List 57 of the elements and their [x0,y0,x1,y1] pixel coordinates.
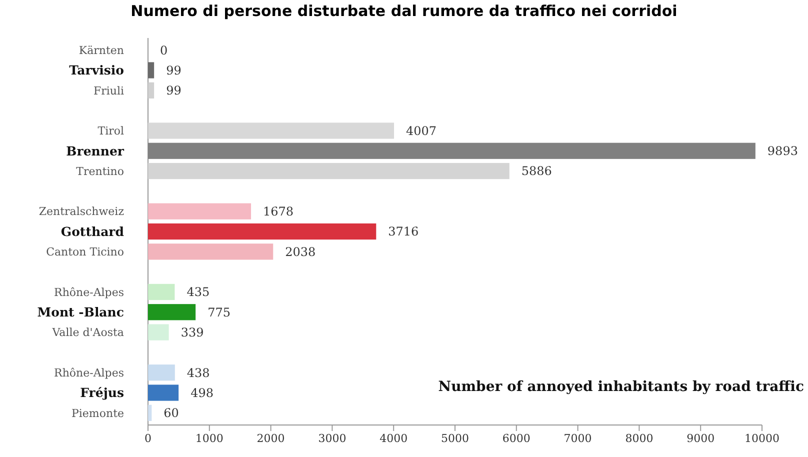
bar [148,203,252,220]
x-tick-label: 2000 [256,432,285,445]
y-tick-label: Friuli [93,84,124,98]
data-label: 438 [186,366,210,380]
data-label: 5886 [521,164,552,178]
data-label: 1678 [263,204,294,219]
x-tick-label: 4000 [380,432,408,445]
y-tick-label: Gotthard [60,224,124,239]
y-tick-label: Brenner [66,143,124,158]
data-label: 0 [160,43,168,58]
y-tick-label: Zentralschweiz [38,205,124,218]
bar [148,304,196,320]
data-label: 435 [186,285,210,300]
bar [148,284,175,300]
x-tick-label: 9000 [686,432,715,445]
y-tick-label: Trentino [76,164,124,178]
annotation: Number of annoyed inhabitants by road traffic [438,379,804,395]
data-label: 498 [190,386,214,400]
y-tick-label: Rhône-Alpes [54,286,124,299]
y-tick-label: Fréjus [80,385,124,400]
x-tick-label: 10000 [744,432,780,445]
x-tick-label: 3000 [318,432,346,445]
x-tick-label: 5000 [441,432,469,445]
y-tick-label: Kärnten [78,44,124,57]
bar [148,223,376,240]
y-tick-label: Valle d'Aosta [51,326,124,340]
y-tick-label: Rhône-Alpes [54,366,124,380]
y-tick-label: Mont -Blanc [37,304,124,320]
x-tick-label: 1000 [195,432,224,445]
x-tick-label: 7000 [564,432,592,445]
data-label: 9893 [767,144,798,158]
x-tick-label: 8000 [625,432,654,445]
data-label: 775 [208,305,230,320]
bar [148,404,152,421]
chart-title: Numero di persone disturbate dal rumore da traffico nei corridoi [130,2,678,20]
data-label: 339 [180,325,204,340]
y-tick-label: Tirol [98,124,124,138]
bar [148,82,154,98]
data-label: 2038 [285,244,316,259]
bar [148,162,510,180]
data-label: 3716 [388,224,419,239]
data-label: 99 [166,63,182,78]
x-tick-label: 6000 [502,432,530,445]
x-tick-label: 0 [144,432,152,445]
y-tick-label: Canton Ticino [46,246,124,259]
y-tick-label: Piemonte [72,406,124,420]
bar [148,62,154,78]
bar [148,324,169,340]
y-tick-label: Tarvisio [69,62,124,78]
data-label: 60 [164,406,179,420]
bar [148,142,756,159]
bar [148,122,394,139]
data-label: 4007 [406,124,437,138]
bar [148,384,179,401]
bar [148,364,175,381]
bar [148,244,274,260]
data-label: 99 [166,84,182,98]
